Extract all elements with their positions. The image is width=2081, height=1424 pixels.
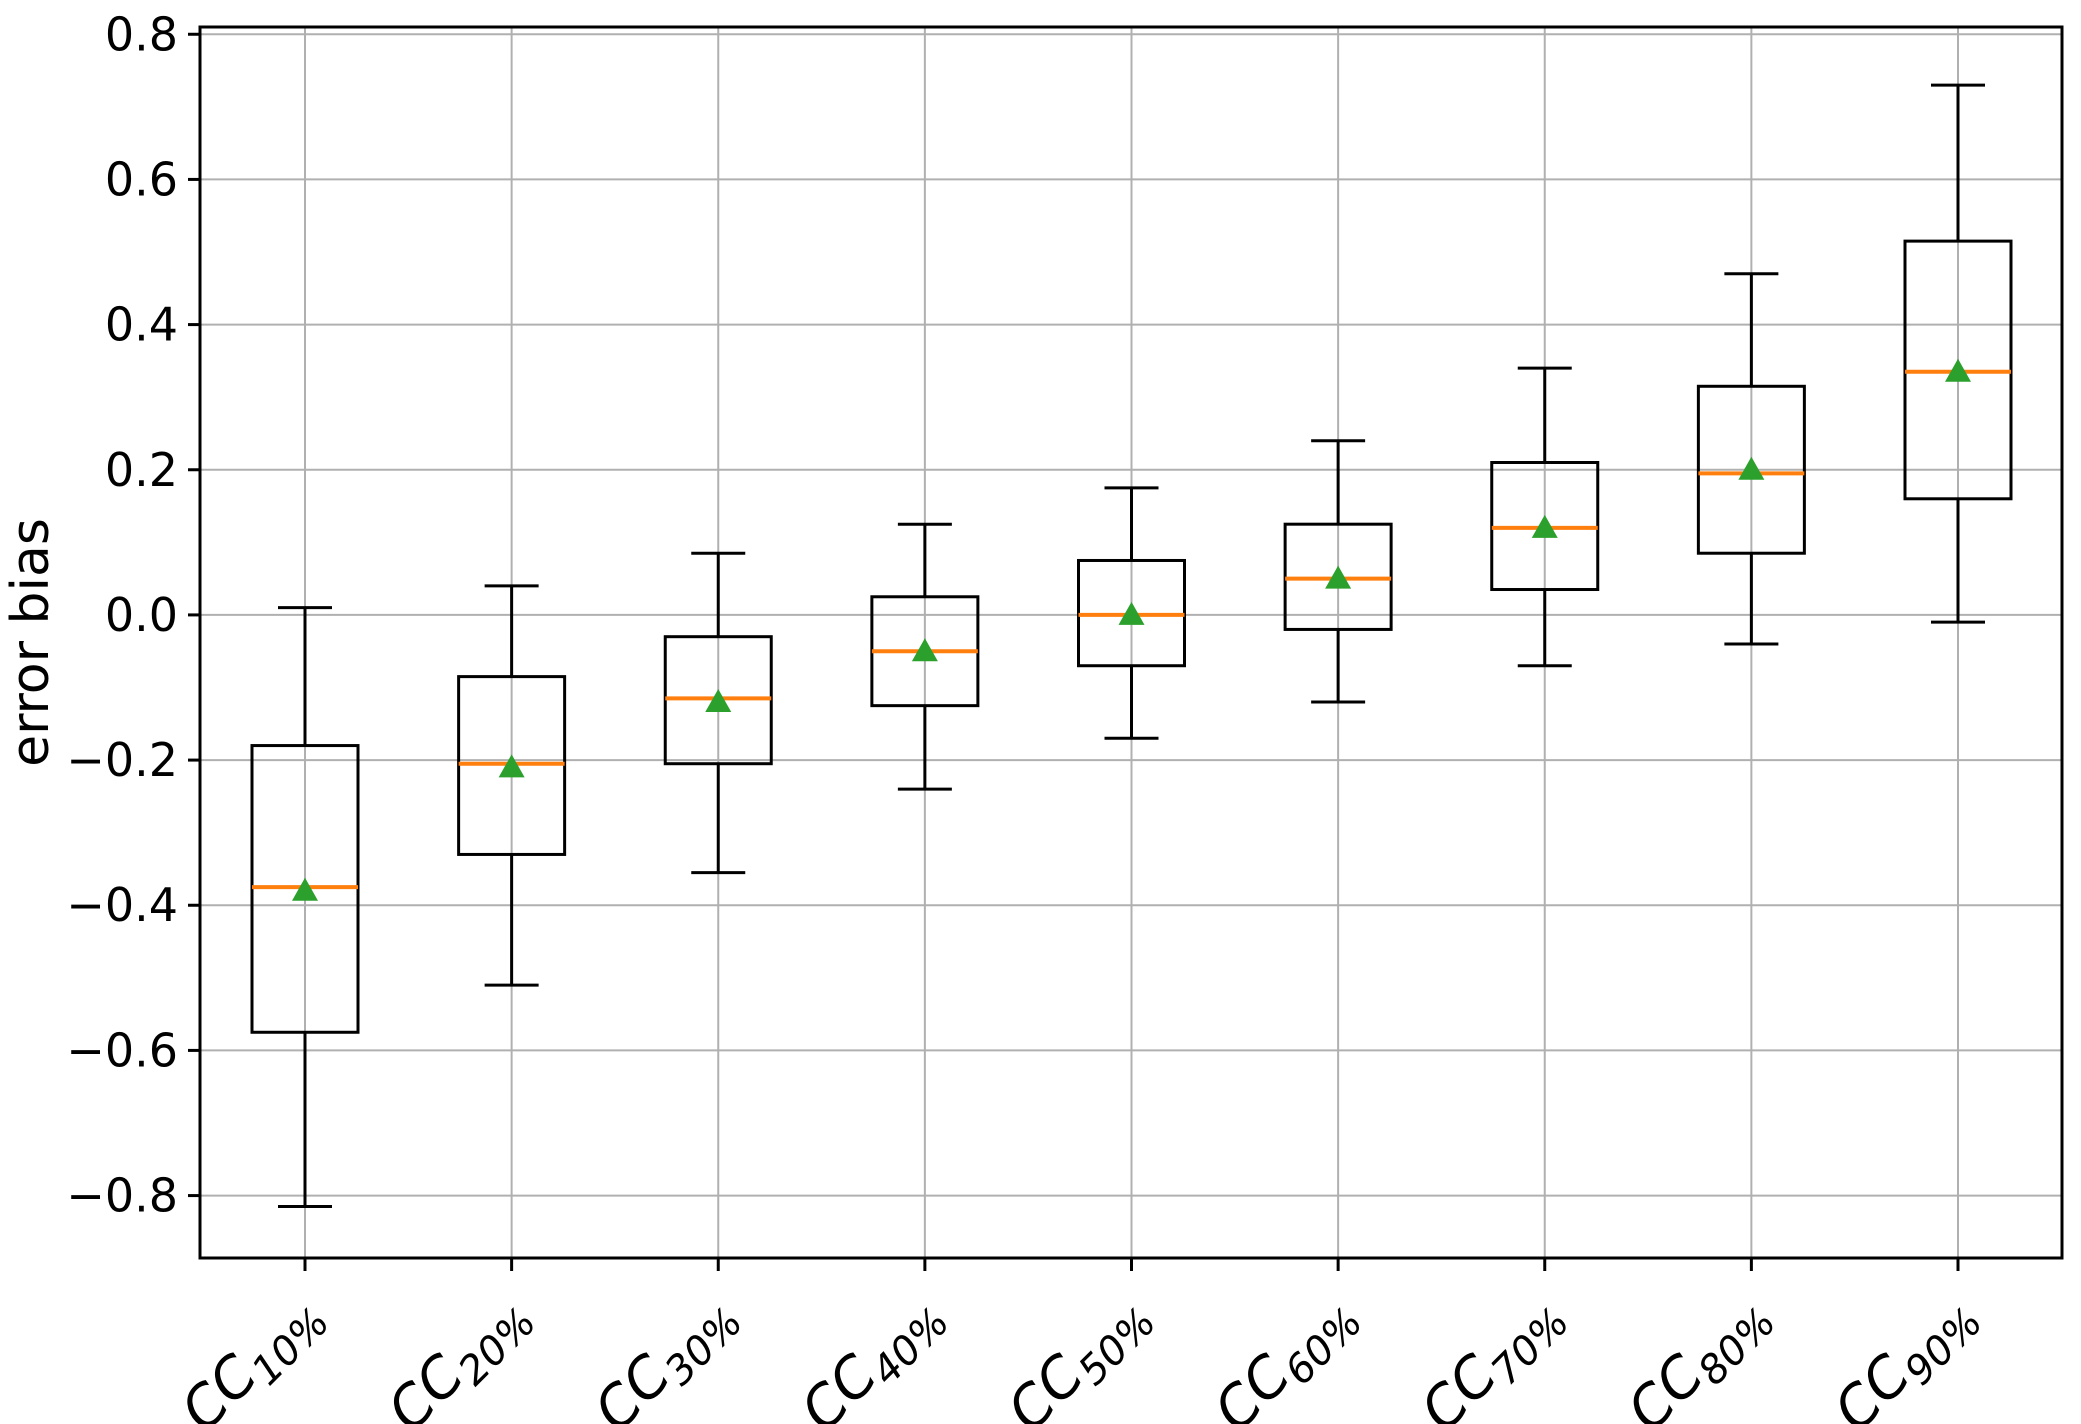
mean-marker [498, 754, 525, 778]
box-rect [1696, 384, 1806, 555]
y-tick-label-−0.6: −0.6 [66, 1023, 178, 1077]
y-tick-label-0.8: 0.8 [105, 7, 178, 61]
mean-marker [1738, 456, 1765, 480]
box-group-CC90% [1903, 83, 2013, 624]
y-tick-label-0.6: 0.6 [105, 152, 178, 206]
box-group-CC20% [457, 584, 567, 987]
y-tick-label-−0.8: −0.8 [66, 1169, 178, 1223]
y-tick-label-0.2: 0.2 [105, 443, 178, 497]
y-tick-label-0.0: 0.0 [105, 588, 178, 642]
mean-marker [1118, 601, 1145, 625]
box-group-CC10% [250, 606, 360, 1208]
y-tick-label-0.4: 0.4 [105, 298, 178, 352]
mean-marker [1325, 565, 1352, 589]
box-group-CC50% [1077, 486, 1186, 740]
box-group-CC80% [1696, 272, 1806, 646]
box-group-CC70% [1490, 366, 1600, 668]
y-axis-label: error bias [1, 518, 61, 767]
box-group-CC60% [1283, 439, 1393, 704]
mean-marker [292, 877, 318, 901]
mean-marker [1531, 514, 1558, 538]
box-group-CC30% [663, 551, 773, 875]
mean-marker [1945, 358, 1971, 382]
y-tick-label-−0.2: −0.2 [66, 733, 178, 787]
mean-marker [705, 689, 732, 713]
mean-marker [911, 638, 938, 662]
y-tick-label-−0.4: −0.4 [66, 878, 178, 932]
box-group-CC40% [870, 522, 980, 791]
